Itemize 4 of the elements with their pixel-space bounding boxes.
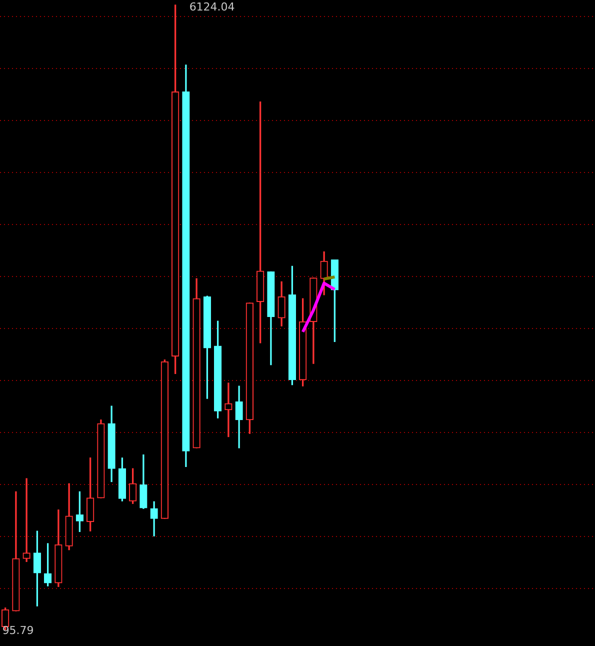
- candlestick: [22, 478, 30, 562]
- annotation: 6124.04: [189, 0, 235, 14]
- annotation: 95.79: [2, 624, 34, 638]
- candlestick: [224, 382, 232, 438]
